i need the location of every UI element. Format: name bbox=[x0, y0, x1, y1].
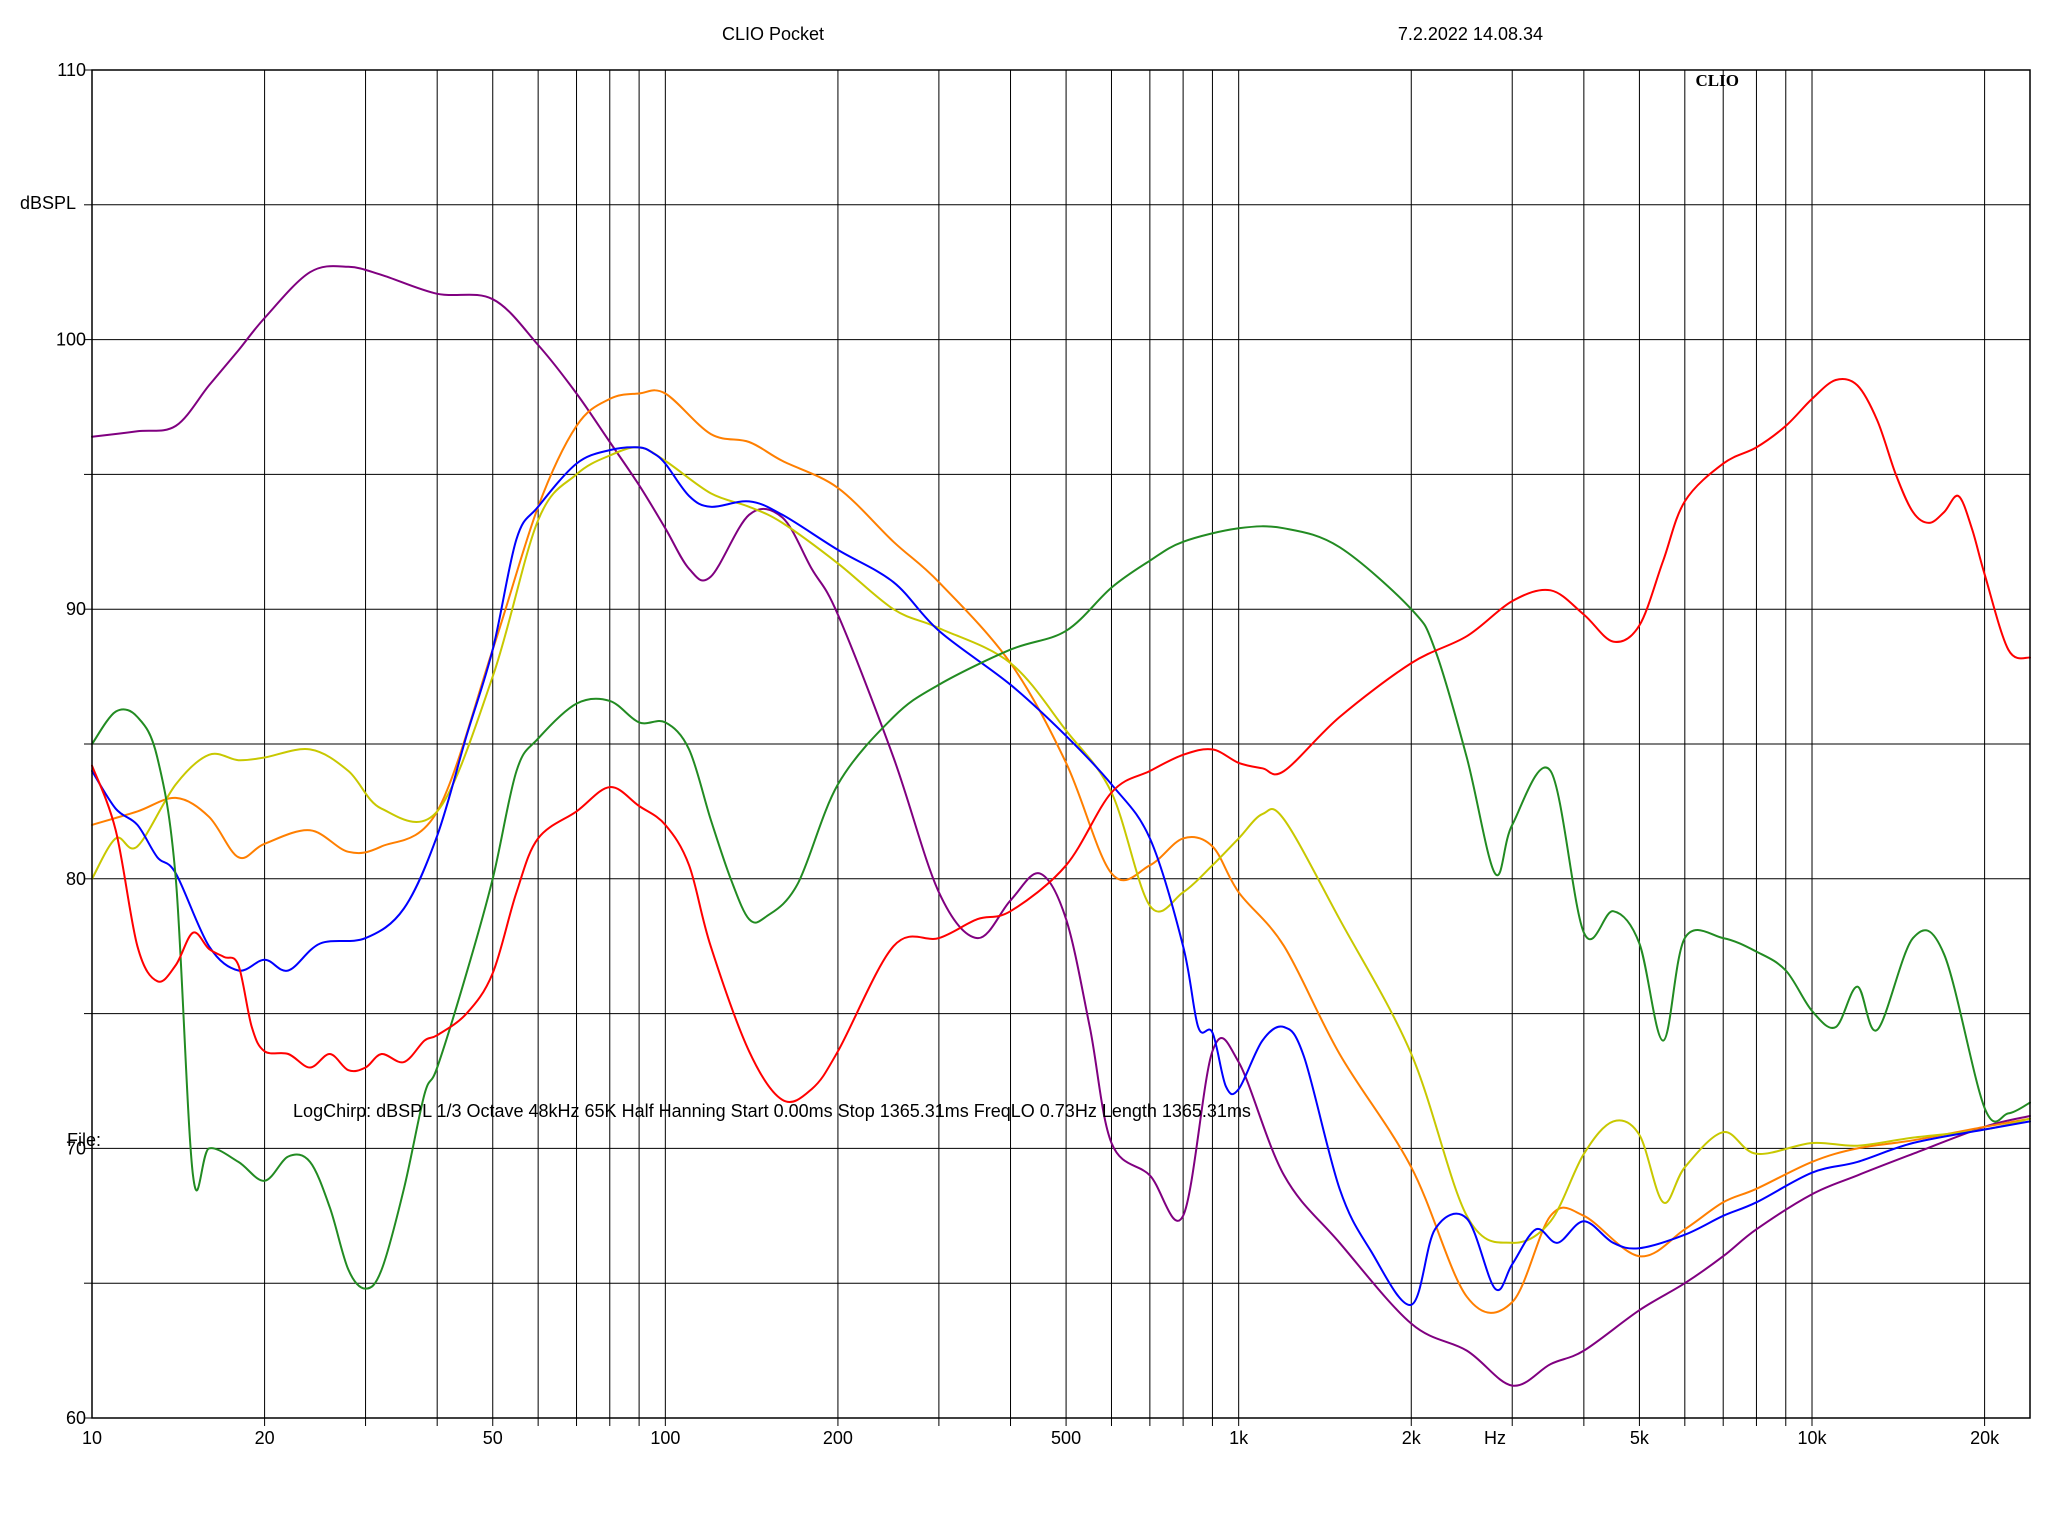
x-tick-label: 100 bbox=[650, 1428, 680, 1448]
x-tick-label: 10 bbox=[82, 1428, 102, 1448]
x-tick-label: 500 bbox=[1051, 1428, 1081, 1448]
y-tick-label: 80 bbox=[66, 869, 86, 889]
series-line-2 bbox=[91, 389, 2031, 1314]
series-line-4 bbox=[91, 446, 2031, 1306]
x-tick-label: 20 bbox=[255, 1428, 275, 1448]
x-tick-label: 1k bbox=[1229, 1428, 1249, 1448]
grid bbox=[92, 70, 2030, 1418]
timestamp: 7.2.2022 14.08.34 bbox=[1397, 24, 1543, 44]
series-line-3 bbox=[91, 446, 2031, 1244]
x-tick-label: 200 bbox=[823, 1428, 853, 1448]
measurement-settings: LogChirp: dBSPL 1/3 Octave 48kHz 65K Hal… bbox=[293, 1101, 1251, 1121]
chart-title: CLIO Pocket bbox=[721, 24, 825, 44]
series-line-5 bbox=[91, 525, 2031, 1290]
y-tick-label: 110 bbox=[57, 60, 86, 80]
file-label: File: bbox=[67, 1130, 102, 1150]
y-tick-label: 60 bbox=[66, 1408, 86, 1428]
x-tick-label: 5k bbox=[1630, 1428, 1650, 1448]
series-lines bbox=[91, 265, 2031, 1387]
series-line-1 bbox=[91, 265, 2031, 1387]
axis-ticks: 60 70 80 90 100 110 10 20 50 100 200 500 1k 2k 5k 10k 20… bbox=[56, 60, 2000, 1448]
x-axis-unit-label: Hz bbox=[1484, 1428, 1506, 1448]
x-tick-label: 50 bbox=[483, 1428, 503, 1448]
y-tick-label: 90 bbox=[66, 599, 86, 619]
y-tick-label: 70 bbox=[66, 1138, 86, 1158]
x-tick-label: 2k bbox=[1402, 1428, 1422, 1448]
y-tick-label: 100 bbox=[56, 330, 86, 350]
series-line-6 bbox=[91, 377, 2031, 1104]
x-tick-label: 20k bbox=[1970, 1428, 2000, 1448]
clio-logo: CLIO bbox=[1696, 71, 1739, 90]
y-axis-label: dBSPL bbox=[20, 193, 76, 213]
x-tick-label: 10k bbox=[1797, 1428, 1827, 1448]
